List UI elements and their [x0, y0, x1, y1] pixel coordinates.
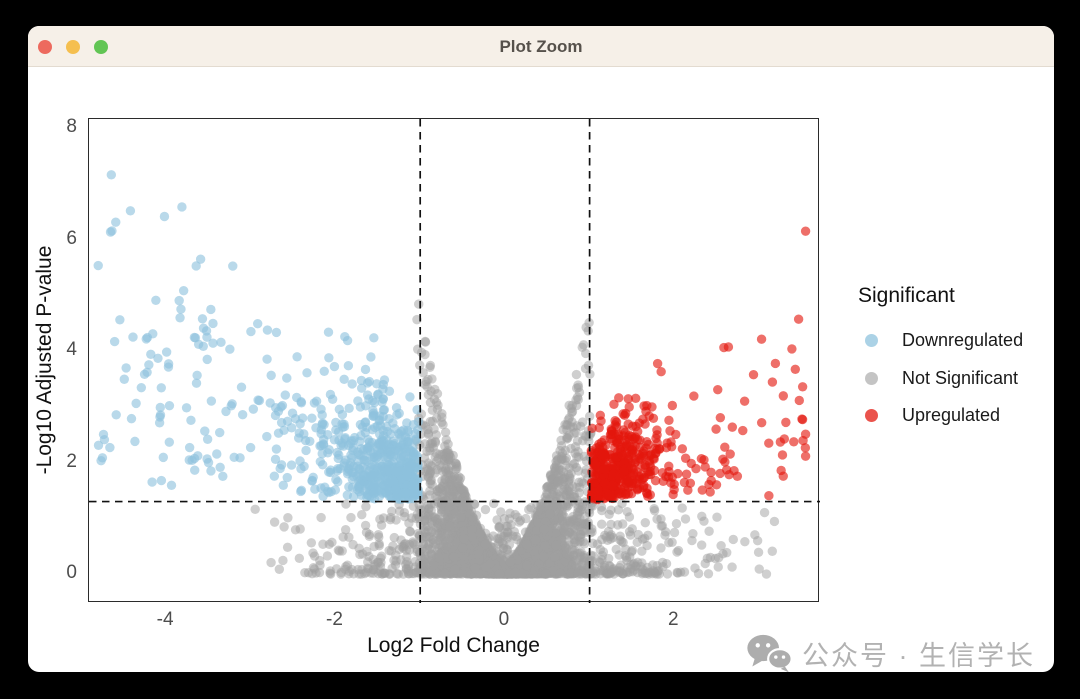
x-axis-title: Log2 Fold Change: [367, 634, 540, 657]
not-significant-dot-icon: [865, 371, 878, 385]
watermark: 公众号 · 生信学长: [746, 633, 1035, 672]
y-tick-label: 6: [66, 227, 77, 249]
window-controls: [38, 40, 108, 54]
legend-title: Significant: [858, 284, 955, 307]
y-tick-label: 0: [66, 562, 77, 584]
legend-item-upregulated: Upregulated: [865, 403, 1000, 427]
watermark-text: 公众号 · 生信学长: [802, 640, 1035, 671]
scatter-canvas: [89, 119, 820, 603]
upregulated-dot-icon: [865, 408, 878, 422]
x-tick-label: -2: [326, 609, 343, 630]
x-tick-label: -4: [156, 609, 174, 630]
y-tick-label: 2: [66, 450, 77, 472]
legend-label: Not Significant: [902, 367, 1019, 388]
x-tick-label: 2: [668, 609, 679, 630]
plot-zoom-window: Plot Zoom -Log10 Adjusted P-value Log2 F…: [28, 26, 1054, 672]
legend-label: Upregulated: [902, 404, 1001, 425]
wechat-icon: [747, 634, 793, 672]
minimize-button[interactable]: [66, 40, 80, 54]
legend: Significant Downregulated Not Significan…: [845, 281, 1054, 441]
legend-item-downregulated: Downregulated: [865, 328, 1023, 352]
window-title: Plot Zoom: [499, 36, 583, 56]
x-tick-label: 0: [498, 609, 510, 630]
close-button[interactable]: [38, 40, 52, 54]
window-titlebar: Plot Zoom: [28, 26, 1054, 67]
y-tick-label: 8: [66, 116, 77, 138]
plot-panel: [88, 118, 820, 603]
legend-label: Downregulated: [902, 329, 1024, 350]
legend-item-not-significant: Not Significant: [865, 366, 1018, 390]
y-tick-label: 4: [66, 339, 77, 361]
zoom-button[interactable]: [94, 40, 108, 54]
downregulated-dot-icon: [865, 333, 878, 347]
